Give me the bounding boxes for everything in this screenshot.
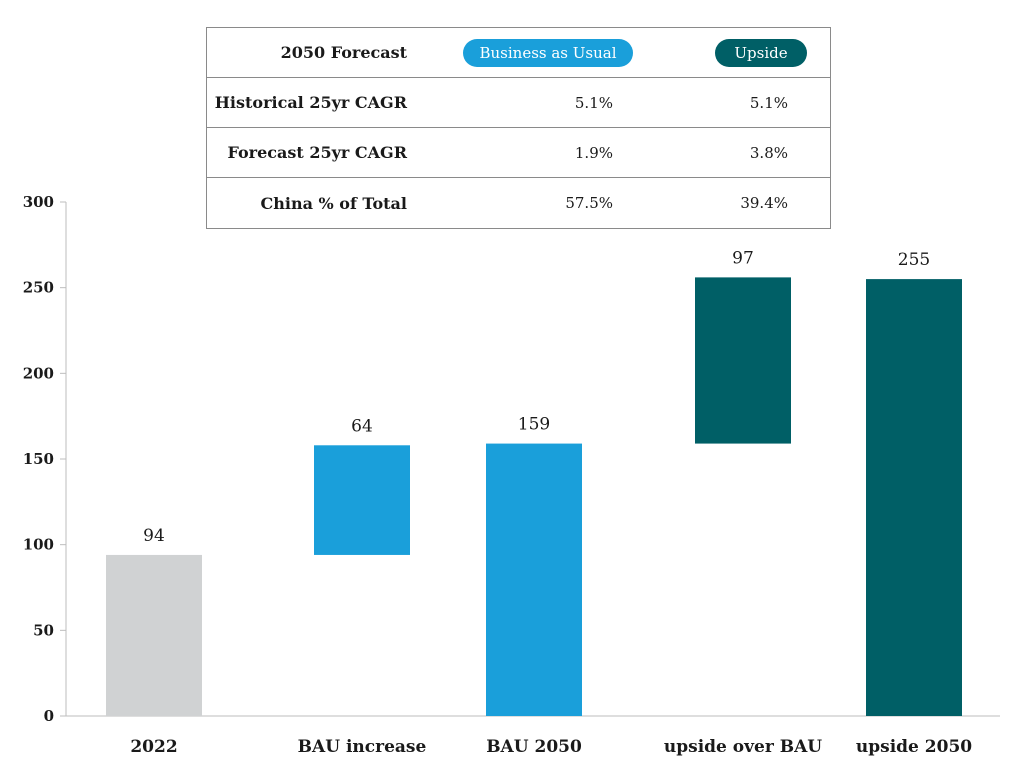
- bars: [106, 277, 962, 716]
- bar-value-label: 64: [351, 416, 373, 436]
- row-label: Forecast 25yr CAGR: [227, 143, 407, 162]
- bar-2022: [106, 554, 202, 716]
- y-tick-label: 100: [23, 536, 54, 554]
- row-label: Historical 25yr CAGR: [214, 93, 407, 112]
- bau-value: 1.9%: [574, 143, 613, 162]
- bau-value: 5.1%: [574, 93, 613, 112]
- x-axis: 2022 BAU increase BAU 2050 upside over BAU u…: [130, 737, 972, 757]
- bar-upside-over-bau: [695, 277, 791, 444]
- table-header-label: 2050 Forecast: [280, 43, 407, 62]
- y-tick-label: 150: [23, 450, 54, 468]
- y-tick-label: 250: [23, 279, 54, 297]
- table-header-row: 2050 Forecast Business as Usual Upside: [207, 28, 830, 78]
- bar-value-label: 94: [143, 526, 165, 546]
- upside-value: 5.1%: [749, 93, 788, 112]
- upside-value: 3.8%: [749, 143, 788, 162]
- upside-value: 39.4%: [740, 194, 788, 212]
- bar-value-label: 159: [518, 415, 550, 435]
- bar-bau-increase: [314, 445, 410, 555]
- bau-value: 57.5%: [565, 194, 613, 212]
- upside-legend-pill: Upside: [715, 38, 807, 67]
- x-tick-label: BAU increase: [298, 737, 427, 757]
- bar-bau-2050: [486, 443, 582, 716]
- x-tick-label: upside over BAU: [664, 737, 822, 757]
- table-row: Forecast 25yr CAGR 1.9% 3.8%: [207, 128, 830, 178]
- y-tick-label: 300: [23, 193, 54, 211]
- bar-value-label: 97: [732, 248, 754, 268]
- row-label: China % of Total: [260, 193, 408, 213]
- forecast-table: 2050 Forecast Business as Usual Upside H…: [206, 27, 831, 229]
- y-tick-label: 50: [33, 621, 54, 639]
- x-tick-label: BAU 2050: [486, 737, 582, 757]
- x-tick-label: 2022: [130, 737, 177, 757]
- bar-upside-2050: [866, 279, 962, 716]
- y-tick-label: 0: [44, 707, 54, 725]
- x-tick-label: upside 2050: [856, 737, 972, 757]
- table-row: China % of Total 57.5% 39.4%: [207, 178, 830, 228]
- data-labels: 94 64 159 97 255: [143, 248, 930, 546]
- bau-legend-pill: Business as Usual: [463, 38, 633, 67]
- bar-value-label: 255: [898, 250, 930, 270]
- y-tick-label: 200: [23, 364, 54, 382]
- y-axis: 0 50 100 150 200 250 300: [23, 193, 1000, 725]
- table-row: Historical 25yr CAGR 5.1% 5.1%: [207, 78, 830, 128]
